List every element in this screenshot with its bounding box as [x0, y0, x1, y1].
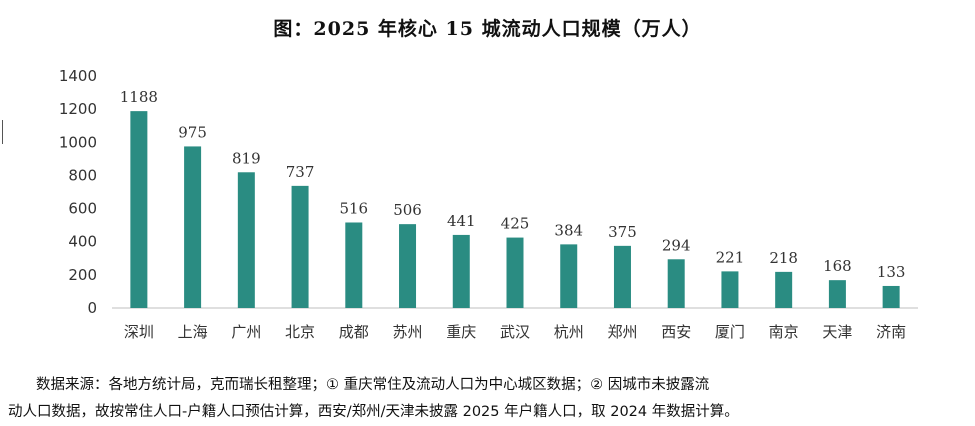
- bar: [882, 285, 900, 308]
- bar: [291, 185, 309, 308]
- category-label: 上海: [178, 323, 208, 341]
- data-label: 375: [608, 223, 637, 241]
- bar: [613, 245, 631, 308]
- bar: [721, 271, 739, 308]
- data-label: 506: [393, 201, 422, 219]
- bar: [452, 234, 470, 308]
- category-label: 西安: [661, 323, 691, 341]
- footnote-line-1: 数据来源：各地方统计局，克而瑞长租整理；① 重庆常住及流动人口为中心城区数据；②…: [36, 377, 710, 393]
- category-label: 北京: [285, 323, 315, 341]
- bar: [506, 237, 524, 308]
- chart-title: 图：2025 年核心 15 城流动人口规模（万人）: [273, 18, 702, 40]
- footnote-line-2: 动人口数据，故按常住人口-户籍人口预估计算，西安/郑州/天津未披露 2025 年…: [8, 404, 739, 420]
- y-tick-label: 200: [68, 266, 97, 284]
- bar: [345, 222, 363, 308]
- bar: [130, 111, 148, 308]
- category-label: 天津: [822, 323, 852, 341]
- y-tick-label: 1200: [59, 100, 97, 118]
- y-axis-ticks: 0 200 400 600 800 1000 1200 1400: [59, 67, 97, 317]
- y-tick-label: 400: [68, 233, 97, 251]
- bars: [130, 111, 900, 308]
- data-label: 441: [447, 212, 476, 230]
- bar: [237, 172, 255, 308]
- data-label: 221: [716, 248, 745, 266]
- data-label: 737: [286, 163, 315, 181]
- y-tick-label: 800: [68, 166, 97, 184]
- y-tick-label: 600: [68, 200, 97, 218]
- y-tick-label: 0: [87, 299, 97, 317]
- data-label: 133: [877, 263, 906, 281]
- bar: [828, 280, 846, 308]
- category-label: 重庆: [446, 323, 476, 341]
- category-labels: 深圳 上海 广州 北京 成都 苏州 重庆 武汉 杭州 郑州 西安 厦门 南京 天津 济南: [124, 323, 906, 341]
- bar: [775, 271, 793, 308]
- data-label: 1188: [120, 88, 158, 106]
- data-labels: 1188 975 819 737 516 506 441 425 384 375 294 221 218…: [120, 88, 906, 281]
- bar-chart: 0 200 400 600 800 1000 1200 1400 1188 975 819 737 5…: [59, 67, 918, 341]
- data-label: 218: [769, 249, 798, 267]
- category-label: 郑州: [607, 323, 637, 341]
- data-label: 384: [554, 221, 583, 239]
- y-tick-label: 1000: [59, 133, 97, 151]
- category-label: 济南: [876, 323, 906, 341]
- category-label: 武汉: [500, 323, 530, 341]
- data-label: 516: [339, 199, 368, 217]
- data-label: 294: [662, 236, 691, 254]
- bar: [399, 224, 417, 308]
- category-label: 广州: [231, 323, 261, 341]
- bar: [667, 259, 685, 308]
- data-label: 168: [823, 257, 852, 275]
- data-label: 425: [501, 215, 530, 233]
- category-label: 成都: [339, 323, 369, 341]
- category-label: 苏州: [393, 323, 423, 341]
- bar: [184, 146, 202, 308]
- data-label: 975: [178, 123, 207, 141]
- left-edge-marker: [2, 120, 3, 144]
- category-label: 南京: [769, 323, 799, 341]
- category-label: 杭州: [554, 323, 584, 341]
- bar: [560, 244, 578, 308]
- category-label: 深圳: [124, 323, 154, 341]
- data-label: 819: [232, 149, 261, 167]
- category-label: 厦门: [715, 323, 745, 341]
- y-tick-label: 1400: [59, 67, 97, 85]
